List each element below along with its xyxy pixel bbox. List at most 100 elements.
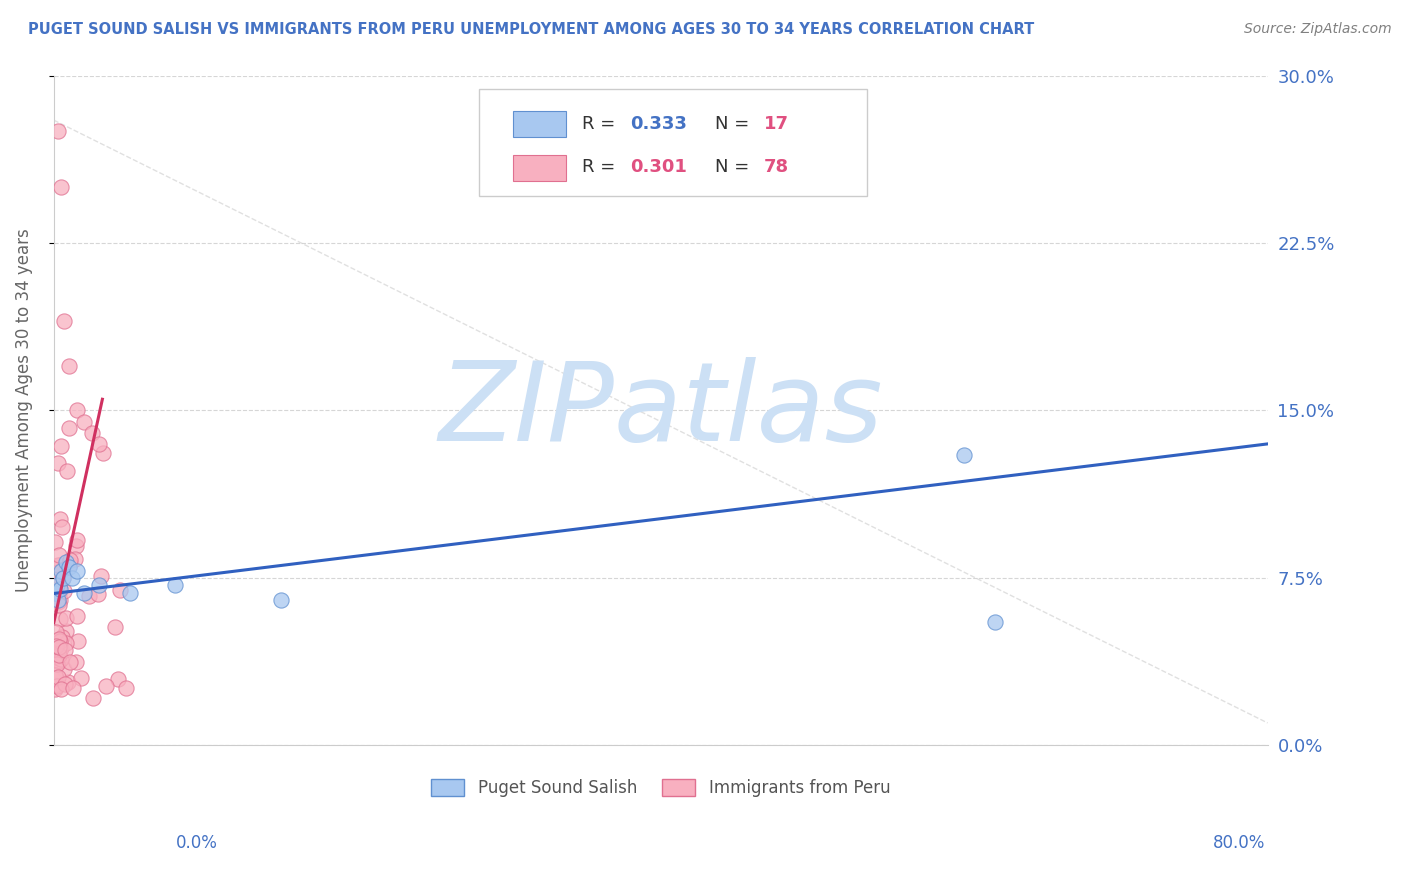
- Point: [55, 624, 77, 639]
- Point: [65, 655, 87, 669]
- Point: [70, 671, 93, 685]
- Text: R =: R =: [582, 115, 621, 133]
- Point: [66, 533, 89, 547]
- Point: [49, 612, 72, 626]
- Y-axis label: Unemployment Among Ages 30 to 34 years: Unemployment Among Ages 30 to 34 years: [15, 228, 32, 592]
- Point: [55, 677, 77, 691]
- Text: N =: N =: [716, 158, 755, 177]
- Point: [48, 581, 70, 595]
- Point: [45, 632, 67, 647]
- Point: [114, 681, 136, 696]
- Point: [107, 672, 129, 686]
- Point: [45, 649, 67, 664]
- Point: [165, 577, 187, 591]
- Point: [48, 124, 70, 138]
- Point: [55, 555, 77, 569]
- Point: [48, 640, 70, 654]
- Point: [48, 512, 70, 526]
- Point: [82, 691, 104, 706]
- Point: [58, 359, 80, 373]
- Point: [59, 553, 82, 567]
- Point: [53, 314, 76, 328]
- FancyBboxPatch shape: [513, 111, 567, 137]
- Text: 0.0%: 0.0%: [176, 834, 218, 852]
- Point: [52, 583, 75, 598]
- Point: [46, 595, 69, 609]
- Point: [77, 590, 100, 604]
- Point: [45, 577, 67, 591]
- Point: [49, 592, 72, 607]
- Point: [52, 571, 75, 585]
- Point: [65, 551, 87, 566]
- Point: [89, 577, 111, 591]
- Point: [51, 519, 73, 533]
- Point: [52, 571, 75, 585]
- FancyBboxPatch shape: [513, 154, 567, 181]
- Point: [45, 624, 67, 639]
- Point: [44, 586, 66, 600]
- Text: ZIPatlas: ZIPatlas: [439, 357, 883, 464]
- Point: [91, 446, 114, 460]
- Point: [58, 420, 80, 434]
- Point: [45, 639, 67, 653]
- Point: [55, 611, 77, 625]
- Point: [51, 564, 73, 578]
- Text: 0.301: 0.301: [630, 158, 688, 177]
- Point: [45, 657, 67, 672]
- Point: [96, 679, 118, 693]
- Point: [58, 559, 80, 574]
- Text: PUGET SOUND SALISH VS IMMIGRANTS FROM PERU UNEMPLOYMENT AMONG AGES 30 TO 34 YEAR: PUGET SOUND SALISH VS IMMIGRANTS FROM PE…: [28, 22, 1035, 37]
- Point: [48, 654, 70, 668]
- Point: [108, 583, 131, 598]
- Point: [953, 448, 976, 462]
- Point: [49, 439, 72, 453]
- Point: [60, 571, 83, 585]
- Point: [44, 576, 66, 591]
- Text: 0.333: 0.333: [630, 115, 688, 133]
- Point: [51, 631, 73, 645]
- Point: [90, 568, 112, 582]
- Text: 78: 78: [763, 158, 789, 177]
- Point: [48, 632, 70, 646]
- Point: [52, 566, 75, 580]
- Point: [59, 557, 82, 571]
- Point: [49, 681, 72, 696]
- Point: [56, 674, 79, 689]
- Point: [80, 425, 103, 440]
- Point: [55, 636, 77, 650]
- Point: [44, 668, 66, 682]
- Point: [46, 456, 69, 470]
- Point: [49, 652, 72, 666]
- Point: [45, 654, 67, 668]
- Point: [46, 679, 69, 693]
- Point: [104, 620, 127, 634]
- Point: [44, 682, 66, 697]
- Text: Source: ZipAtlas.com: Source: ZipAtlas.com: [1244, 22, 1392, 37]
- FancyBboxPatch shape: [478, 89, 868, 196]
- Text: 80.0%: 80.0%: [1213, 834, 1265, 852]
- Point: [65, 403, 87, 417]
- Point: [67, 633, 90, 648]
- Point: [46, 670, 69, 684]
- Point: [46, 558, 69, 572]
- Point: [65, 564, 87, 578]
- Point: [53, 642, 76, 657]
- Point: [270, 593, 292, 607]
- Point: [62, 681, 84, 696]
- Point: [49, 634, 72, 648]
- Point: [66, 608, 89, 623]
- Point: [48, 558, 70, 573]
- Point: [56, 464, 79, 478]
- Point: [49, 640, 72, 655]
- Point: [44, 535, 66, 549]
- Point: [118, 586, 141, 600]
- Point: [48, 648, 70, 662]
- Point: [87, 587, 110, 601]
- Point: [983, 615, 1005, 630]
- Point: [48, 599, 70, 613]
- Point: [48, 593, 70, 607]
- Point: [49, 582, 72, 596]
- Point: [73, 415, 96, 429]
- Point: [44, 678, 66, 692]
- Text: N =: N =: [716, 115, 755, 133]
